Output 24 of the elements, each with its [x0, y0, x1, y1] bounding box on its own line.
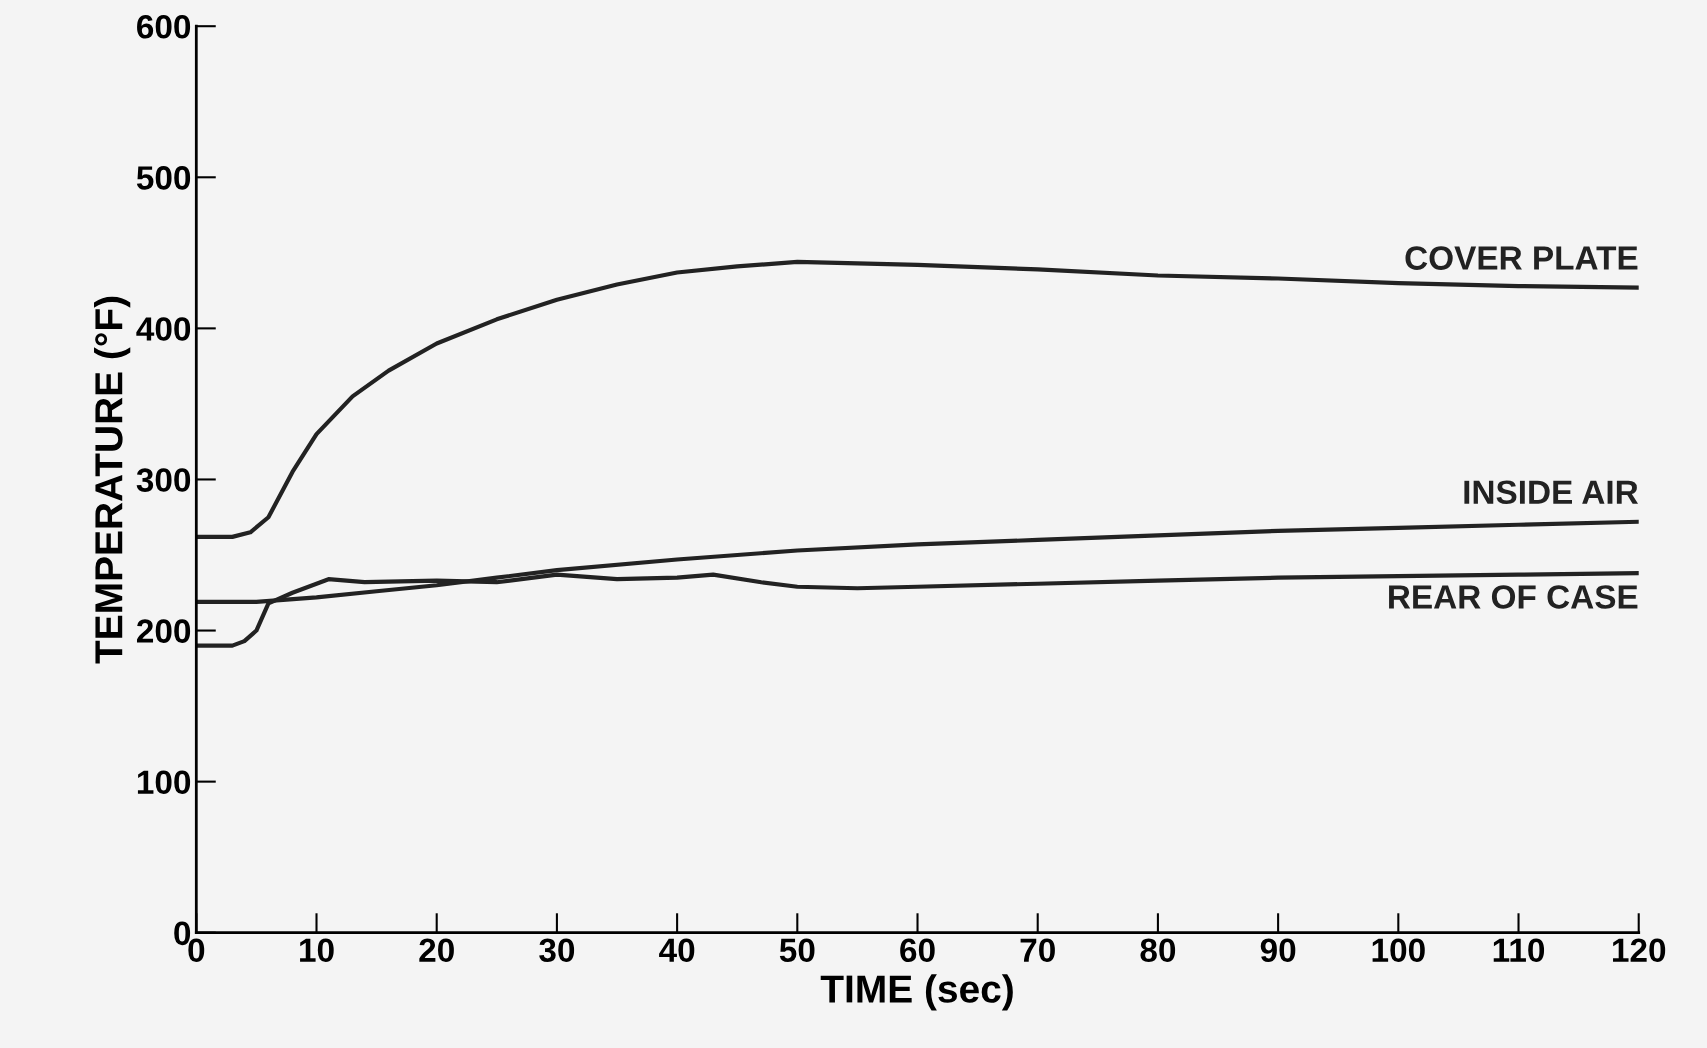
- x-tick-label: 100: [1372, 938, 1425, 963]
- x-tick-label: 10: [300, 938, 334, 963]
- x-tick-label: 70: [1020, 938, 1055, 963]
- series-label: INSIDE AIR: [1464, 480, 1639, 505]
- x-tick-label: 60: [900, 938, 935, 963]
- series-label: COVER PLATE: [1405, 246, 1638, 270]
- x-tick-label: 90: [1260, 938, 1296, 963]
- x-tick-label: 80: [1140, 938, 1176, 963]
- y-tick-label: 500: [136, 166, 191, 190]
- x-tick-label: 50: [779, 938, 815, 963]
- x-tick-label: 110: [1493, 938, 1545, 963]
- y-tick-label: 200: [136, 619, 191, 643]
- x-axis-title: TIME (sec): [820, 974, 1013, 1011]
- y-axis-title: TEMPERATURE (°F): [94, 296, 131, 664]
- y-tick-label: 300: [136, 468, 191, 492]
- x-tick-label: 40: [659, 938, 695, 963]
- y-tick-label: 100: [137, 770, 191, 795]
- x-tick-label: 20: [419, 938, 454, 963]
- series-label: REAR OF CASE: [1389, 585, 1638, 609]
- y-tick-label: 0: [174, 921, 191, 946]
- y-tick-label: 600: [137, 15, 191, 39]
- y-tick-label: 400: [136, 317, 191, 341]
- x-tick-label: 120: [1613, 938, 1666, 963]
- x-tick-label: 30: [539, 938, 575, 963]
